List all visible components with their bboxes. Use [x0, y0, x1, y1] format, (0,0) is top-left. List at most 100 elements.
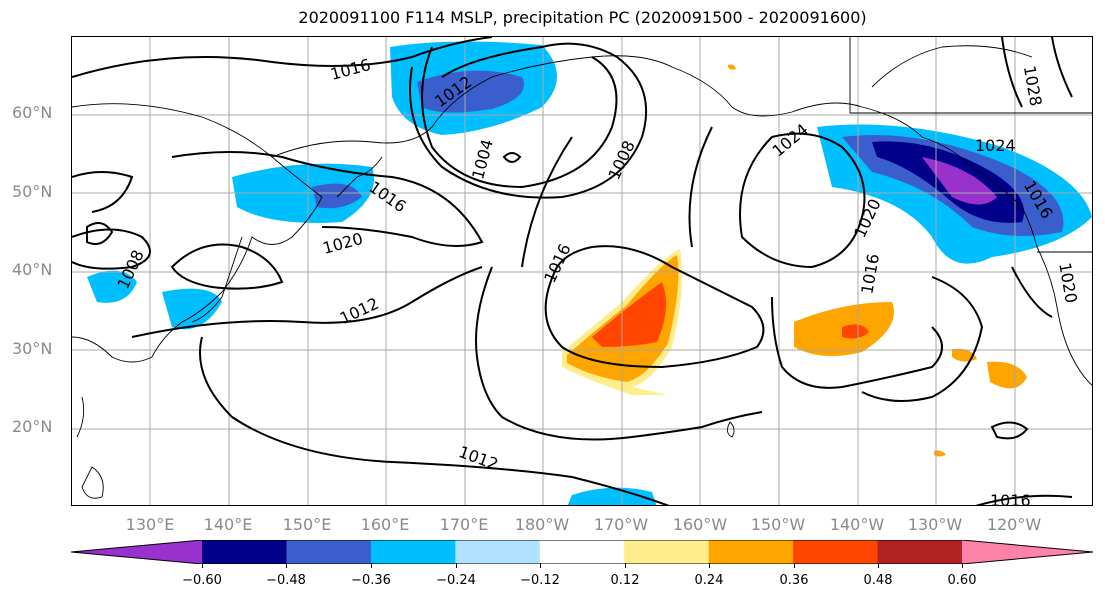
- coastline: [871, 45, 1033, 88]
- isobar: [72, 171, 134, 213]
- contour-label: 1004: [468, 137, 497, 181]
- contour-label: 1016: [365, 177, 409, 216]
- isobar: [861, 276, 984, 402]
- coastline: [861, 106, 1092, 386]
- colorbar-tick-label: 0.36: [779, 573, 809, 588]
- isobar: [409, 42, 648, 199]
- isobar: [1001, 37, 1023, 108]
- precip-area: [987, 361, 1027, 389]
- colorbar-tick: [878, 563, 879, 568]
- map-title: 2020091100 F114 MSLP, precipitation PC (…: [298, 8, 867, 27]
- colorbar-tick-label: 0.60: [947, 573, 977, 588]
- contour-label: 1024: [975, 136, 1016, 155]
- lon-label: 170°E: [439, 515, 489, 534]
- contour-label: 1020: [850, 196, 884, 241]
- isobars: [72, 37, 1073, 505]
- colorbar-segment: [793, 540, 879, 564]
- colorbar-segment: [539, 540, 625, 564]
- precip-area: [842, 324, 869, 339]
- lon-label: 180°W: [514, 515, 570, 534]
- colorbar: [71, 540, 1093, 564]
- lon-label: 160°E: [360, 515, 410, 534]
- lon-label: 170°W: [593, 515, 649, 534]
- precip-area: [592, 282, 666, 347]
- lat-label: 20°N: [12, 417, 53, 436]
- lon-label: 130°W: [907, 515, 963, 534]
- isobar: [475, 266, 763, 441]
- lon-label: 140°E: [203, 515, 253, 534]
- lat-label: 50°N: [12, 182, 53, 201]
- contour-label: 1012: [337, 294, 382, 328]
- isobar: [544, 245, 765, 369]
- lat-label: 60°N: [12, 103, 53, 122]
- colorbar-tick-label: −0.60: [182, 573, 222, 588]
- coastline: [727, 421, 735, 438]
- colorbar-segment: [708, 540, 794, 564]
- colorbar-tick-label: −0.48: [266, 573, 306, 588]
- contour-label: 1008: [604, 138, 638, 183]
- isobar: [86, 222, 114, 245]
- colorbar-tick: [962, 563, 963, 568]
- colorbar-tick-label: −0.12: [520, 573, 560, 588]
- lat-label: 40°N: [12, 260, 53, 279]
- map-panel: 1016 1012 1004 1008 1024 1024 1016 1020 …: [71, 36, 1093, 506]
- isobar: [739, 132, 866, 269]
- colorbar-segment: [455, 540, 541, 564]
- contour-label: 1012: [456, 442, 501, 474]
- contour-label: 1016: [328, 55, 372, 84]
- contour-label: 1016: [990, 491, 1031, 506]
- isobar: [771, 296, 943, 389]
- lon-label: 130°E: [125, 515, 175, 534]
- contour-label: 1020: [1055, 261, 1081, 304]
- isobar: [688, 126, 713, 248]
- contour-label: 1008: [113, 247, 147, 292]
- isobar: [1051, 37, 1073, 98]
- contour-label: 1028: [1020, 64, 1046, 107]
- coastline: [76, 396, 85, 438]
- isobar: [990, 421, 1029, 440]
- contour-label: 1016: [857, 252, 883, 295]
- colorbar-segment: [877, 540, 963, 564]
- contour-label: 1020: [321, 229, 365, 258]
- coastline: [81, 466, 104, 499]
- isobar: [521, 136, 573, 268]
- lon-label: 140°W: [829, 515, 885, 534]
- lat-label: 30°N: [12, 339, 53, 358]
- isobar: [502, 152, 522, 163]
- precip-area: [162, 288, 222, 330]
- isobar: [170, 243, 284, 290]
- isobar: [421, 46, 618, 189]
- contour-label: 1024: [768, 120, 811, 161]
- precip-area: [728, 64, 736, 70]
- coastline: [336, 156, 383, 198]
- isobar: [975, 494, 1073, 505]
- lon-label: 150°W: [750, 515, 806, 534]
- colorbar-segment: [962, 540, 1093, 564]
- precip-area: [312, 183, 362, 209]
- isobar: [171, 151, 484, 247]
- colorbar-tick: [456, 563, 457, 568]
- colorbar-tick-label: 0.12: [610, 573, 640, 588]
- isobar: [131, 266, 483, 338]
- isobar: [1011, 266, 1053, 318]
- lon-label: 120°W: [986, 515, 1042, 534]
- coastline: [849, 37, 1092, 114]
- colorbar-tick-label: 0.48: [863, 573, 893, 588]
- coastlines: [72, 37, 1092, 499]
- coastline: [271, 55, 863, 158]
- colorbar-segment: [202, 540, 287, 564]
- precip-area: [934, 450, 946, 457]
- colorbar-tick: [286, 563, 287, 568]
- colorbar-tick: [202, 563, 203, 568]
- colorbar-tick: [794, 563, 795, 568]
- contour-label: 1016: [540, 241, 574, 286]
- isobar: [72, 37, 493, 78]
- precip-area: [567, 487, 657, 505]
- colorbar-tick: [625, 563, 626, 568]
- colorbar-segment: [286, 540, 372, 564]
- map-canvas: 1016 1012 1004 1008 1024 1024 1016 1020 …: [72, 37, 1092, 506]
- colorbar-segment: [370, 540, 456, 564]
- isobar: [72, 228, 151, 270]
- lon-label: 160°W: [672, 515, 728, 534]
- gridlines: [72, 37, 1092, 505]
